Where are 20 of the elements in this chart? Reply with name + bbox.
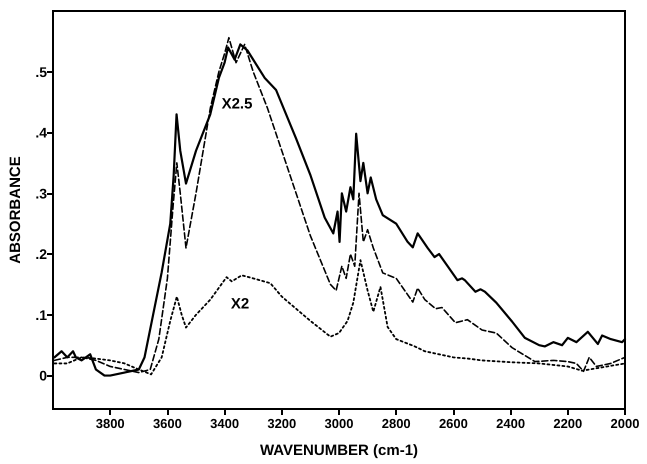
x-tick-label: 2000 — [610, 416, 640, 431]
y-tick-label: 0 — [39, 368, 48, 384]
annotation: X2 — [230, 296, 250, 312]
y-tick-label: .2 — [35, 246, 48, 262]
x-tick-label: 2800 — [382, 416, 411, 431]
x-tick-label: 3800 — [96, 416, 125, 431]
x-axis-title: WAVENUMBER (cm-1) — [260, 442, 418, 459]
y-tick-label: .1 — [35, 306, 48, 323]
y-axis-title: ABSORBANCE — [7, 156, 24, 264]
annotation: X2.5 — [222, 96, 252, 112]
y-tick-label: .4 — [35, 124, 48, 141]
x-tick-label: 3000 — [324, 416, 354, 431]
x-tick-label: 2400 — [496, 416, 526, 431]
x-tick-label: 3400 — [210, 416, 240, 431]
x-tick-label: 3600 — [152, 416, 182, 431]
x-tick-label: 2200 — [553, 416, 582, 431]
y-tick-label: .5 — [35, 64, 48, 80]
x-tick-label: 2600 — [438, 416, 468, 431]
x-tick-label: 3200 — [267, 416, 296, 431]
y-tick-label: .3 — [35, 185, 48, 202]
